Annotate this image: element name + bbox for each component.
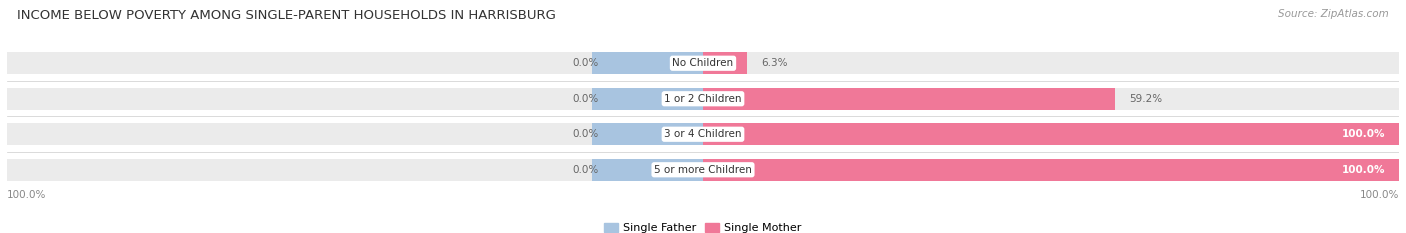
Text: 100.0%: 100.0% — [1360, 190, 1399, 200]
Bar — [592, 52, 703, 74]
Text: 6.3%: 6.3% — [761, 58, 787, 68]
Text: 0.0%: 0.0% — [572, 165, 599, 175]
Text: 100.0%: 100.0% — [1341, 165, 1385, 175]
Text: 59.2%: 59.2% — [1129, 94, 1161, 104]
Legend: Single Father, Single Mother: Single Father, Single Mother — [600, 218, 806, 233]
Bar — [703, 159, 1399, 181]
Bar — [592, 88, 703, 110]
Text: 5 or more Children: 5 or more Children — [654, 165, 752, 175]
Text: 0.0%: 0.0% — [572, 58, 599, 68]
Text: 100.0%: 100.0% — [1341, 129, 1385, 139]
Text: 0.0%: 0.0% — [572, 129, 599, 139]
Text: 100.0%: 100.0% — [7, 190, 46, 200]
Bar — [7, 123, 1399, 145]
Text: Source: ZipAtlas.com: Source: ZipAtlas.com — [1278, 9, 1389, 19]
Text: 0.0%: 0.0% — [572, 94, 599, 104]
Bar — [592, 123, 703, 145]
Text: 1 or 2 Children: 1 or 2 Children — [664, 94, 742, 104]
Bar — [703, 88, 1115, 110]
Bar — [703, 52, 747, 74]
Bar — [7, 88, 1399, 110]
Text: INCOME BELOW POVERTY AMONG SINGLE-PARENT HOUSEHOLDS IN HARRISBURG: INCOME BELOW POVERTY AMONG SINGLE-PARENT… — [17, 9, 555, 22]
Bar — [703, 123, 1399, 145]
Bar — [7, 52, 1399, 74]
Bar — [7, 159, 1399, 181]
Bar — [592, 159, 703, 181]
Text: No Children: No Children — [672, 58, 734, 68]
Text: 3 or 4 Children: 3 or 4 Children — [664, 129, 742, 139]
